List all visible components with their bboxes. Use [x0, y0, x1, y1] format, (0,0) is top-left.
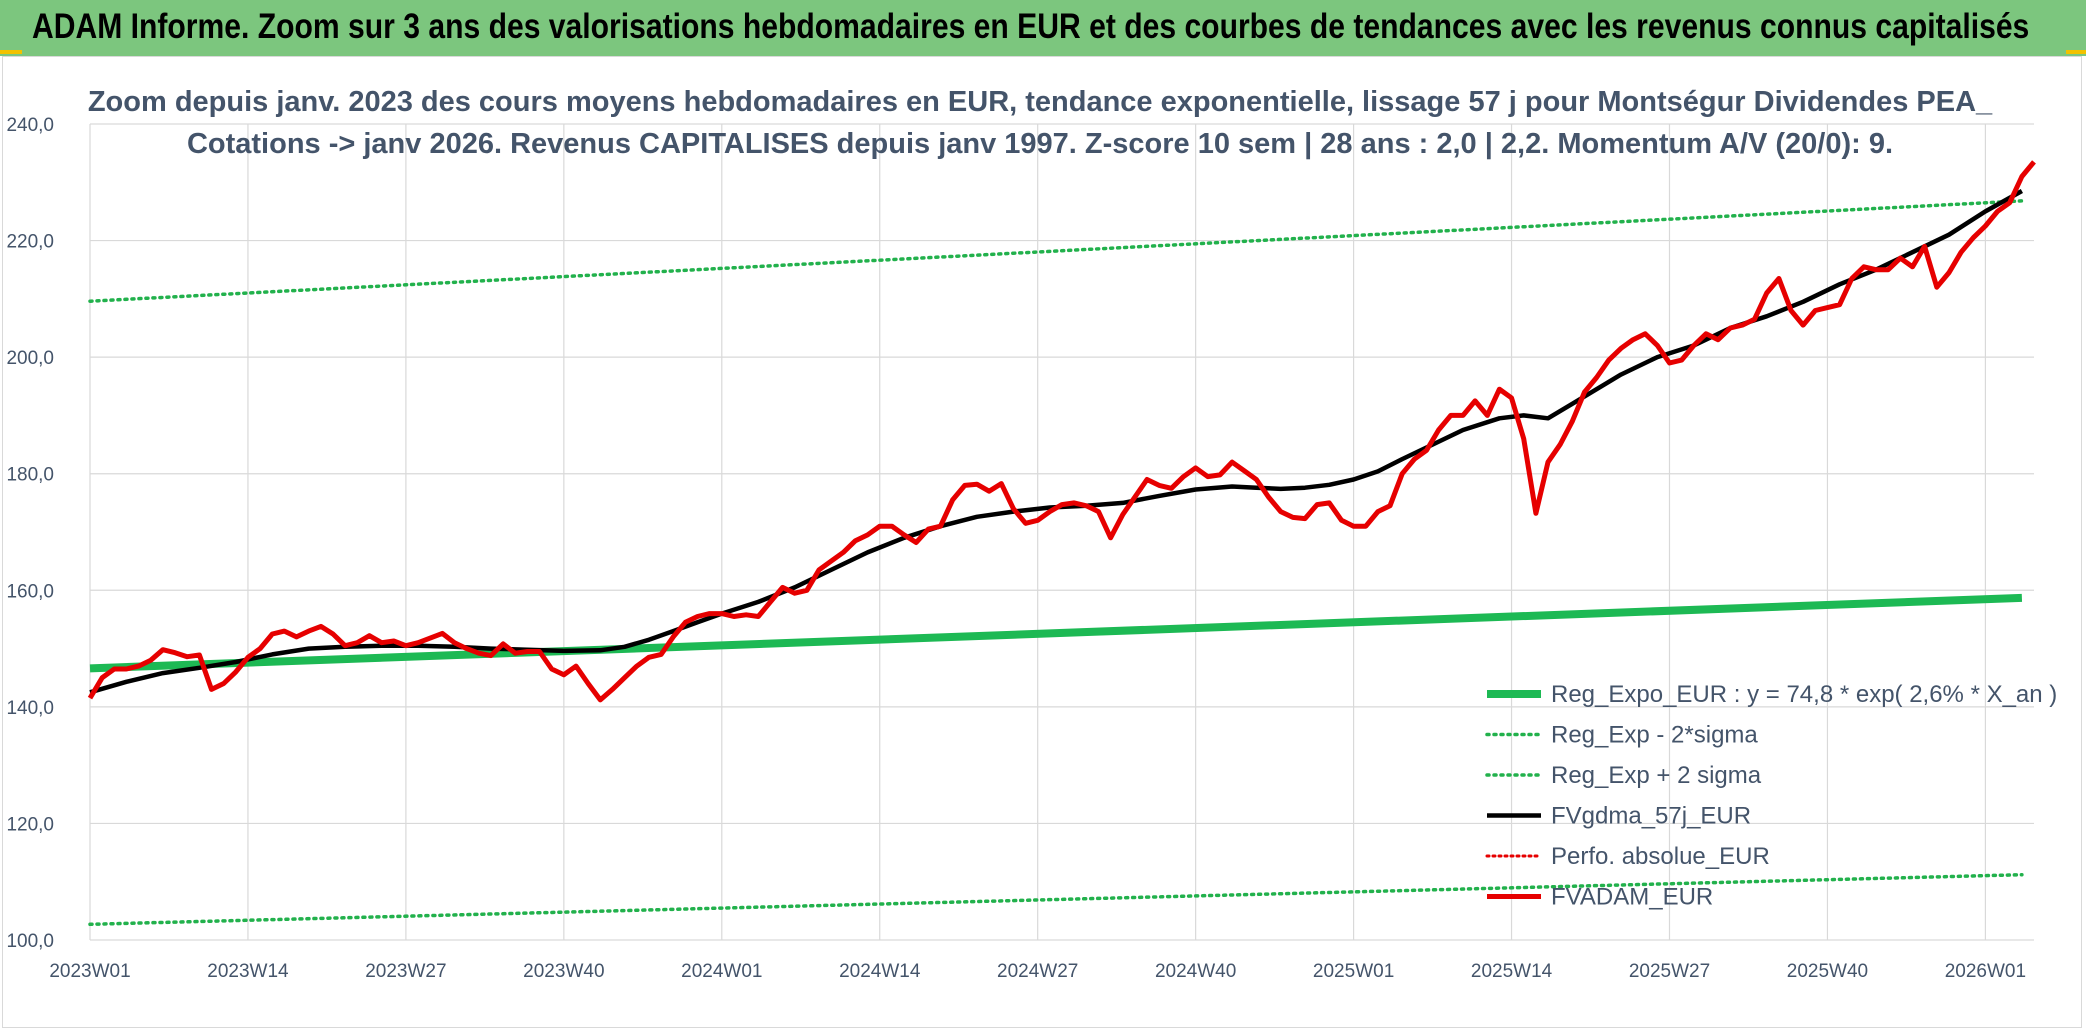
x-tick-label: 2024W27 — [997, 961, 1078, 982]
chart-title-line2: Cotations -> janv 2026. Revenus CAPITALI… — [187, 128, 1893, 160]
x-tick-label: 2026W01 — [1945, 961, 2026, 982]
series-line-3 — [89, 189, 2023, 695]
x-tick-label: 2023W14 — [207, 961, 289, 982]
x-tick-label: 2023W40 — [523, 961, 604, 982]
x-tick-label: 2024W01 — [681, 961, 762, 982]
y-tick-label: 100,0 — [6, 931, 54, 952]
series-line-2 — [88, 199, 2024, 303]
x-tick-label: 2024W40 — [1155, 961, 1236, 982]
y-axis: 100,0 120,0 140,0 160,0 180,0 200,0 220,0 240,0 — [6, 115, 54, 952]
x-tick-label: 2025W14 — [1471, 961, 1553, 982]
x-tick-label: 2025W40 — [1787, 961, 1868, 982]
banner-corner-left — [0, 50, 22, 54]
y-tick-label: 240,0 — [6, 115, 54, 136]
x-axis: 2023W01 2023W14 2023W27 2023W40 2024W01 2024W… — [49, 961, 2026, 982]
series-line-5 — [87, 160, 2036, 703]
x-tick-label: 2025W27 — [1629, 961, 1710, 982]
x-tick-label: 2025W01 — [1313, 961, 1394, 982]
legend-label-3: FVgdma_57j_EUR — [1551, 803, 1751, 830]
x-tick-label: 2023W27 — [365, 961, 446, 982]
legend-label-1: Reg_Exp - 2*sigma — [1551, 722, 1758, 749]
series-line-0 — [89, 593, 2023, 673]
y-tick-label: 140,0 — [6, 698, 54, 719]
y-tick-label: 200,0 — [6, 348, 54, 369]
series-line-1 — [88, 872, 2024, 927]
y-tick-label: 220,0 — [6, 232, 54, 253]
chart-frame — [2, 56, 2082, 1028]
legend-label-5: FVADAM_EUR — [1551, 884, 1713, 911]
y-tick-label: 180,0 — [6, 465, 54, 486]
banner-corner-right — [2066, 50, 2086, 54]
x-tick-label: 2023W01 — [49, 961, 130, 982]
banner-title: ADAM Informe. Zoom sur 3 ans des valoris… — [32, 7, 2030, 46]
chart-title-line1: Zoom depuis janv. 2023 des cours moyens … — [88, 86, 1993, 118]
x-tick-label: 2024W14 — [839, 961, 921, 982]
banner: ADAM Informe. Zoom sur 3 ans des valoris… — [0, 0, 2086, 56]
y-tick-label: 120,0 — [6, 814, 54, 835]
legend: Reg_Expo_EUR : y = 74,8 * exp( 2,6% * X_… — [1485, 681, 2057, 911]
grid — [89, 123, 2034, 941]
y-tick-label: 160,0 — [6, 581, 54, 602]
legend-label-2: Reg_Exp + 2 sigma — [1551, 762, 1762, 789]
legend-label-4: Perfo. absolue_EUR — [1551, 843, 1770, 870]
series-layer — [87, 160, 2036, 927]
legend-label-0: Reg_Expo_EUR : y = 74,8 * exp( 2,6% * X_… — [1551, 681, 2057, 708]
